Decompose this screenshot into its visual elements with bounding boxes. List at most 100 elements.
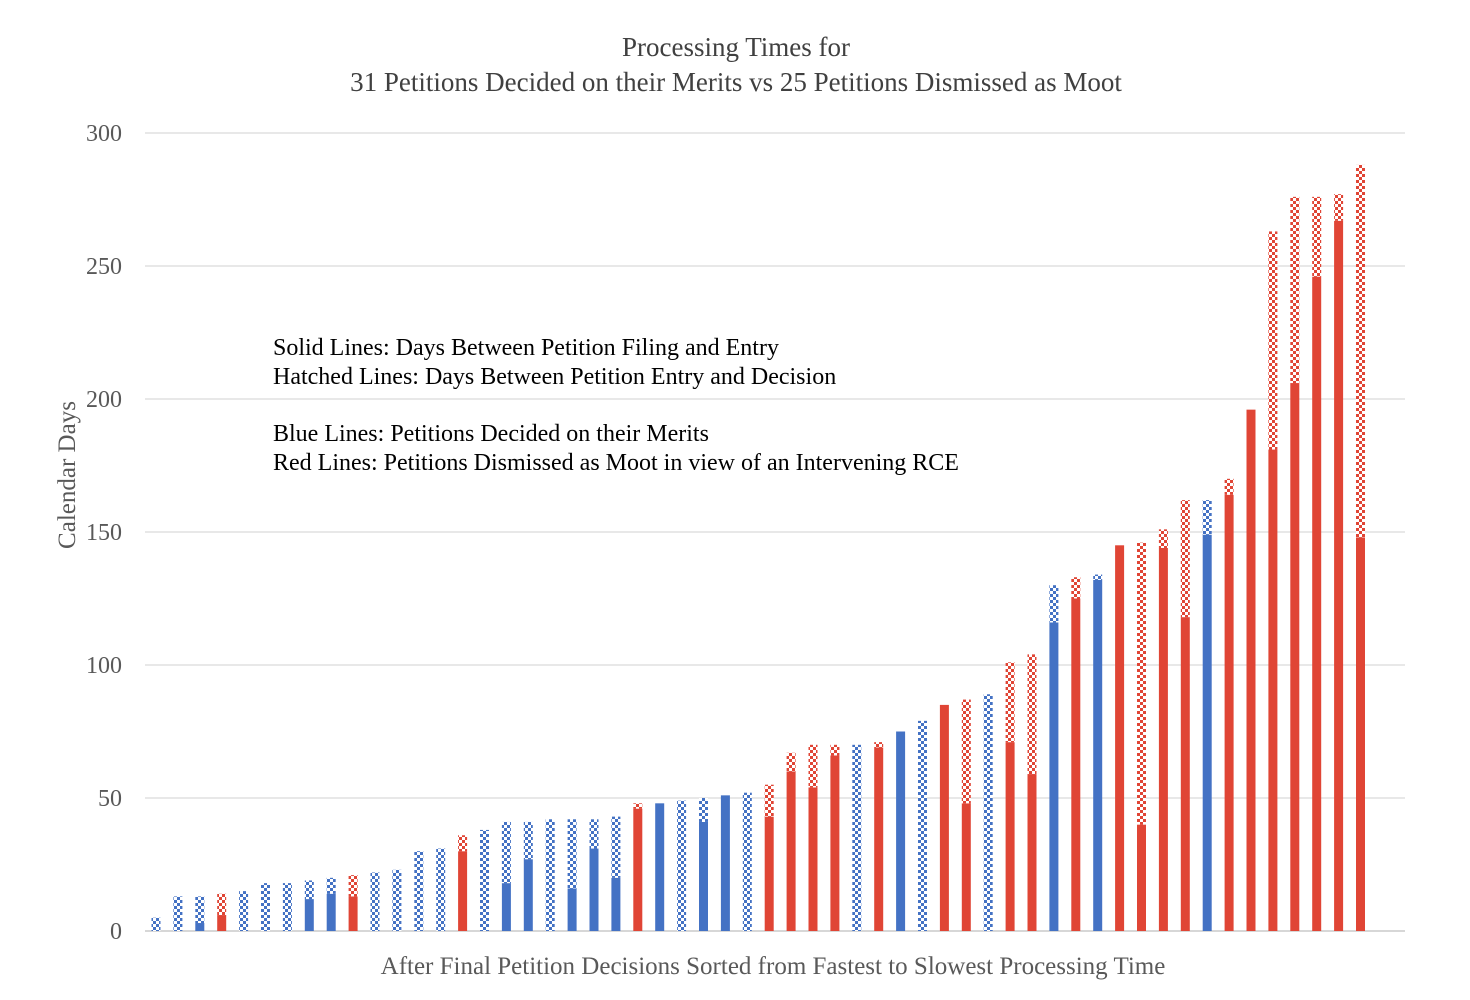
bar-segment-entry-to-decision bbox=[217, 893, 227, 916]
bar-segment-filing-to-entry bbox=[655, 803, 665, 931]
bar-segment-entry-to-decision bbox=[1202, 500, 1212, 535]
bar-merits bbox=[611, 816, 621, 931]
bar-segment-entry-to-decision bbox=[786, 752, 796, 772]
bar-segment-entry-to-decision bbox=[1093, 574, 1103, 580]
bar-segment-entry-to-decision bbox=[1005, 662, 1015, 743]
bar-segment-entry-to-decision bbox=[1071, 577, 1081, 599]
bar-merits bbox=[370, 872, 380, 931]
bar-moot bbox=[1071, 577, 1081, 931]
chart-title: Processing Times for bbox=[622, 32, 850, 62]
bar-moot bbox=[1334, 194, 1344, 931]
bar-moot bbox=[808, 744, 818, 931]
bar-moot bbox=[786, 752, 796, 931]
bar-segment-filing-to-entry bbox=[1115, 545, 1125, 931]
bar-moot bbox=[633, 803, 643, 931]
bar-segment-entry-to-decision bbox=[1180, 500, 1190, 618]
bar-merits bbox=[501, 821, 511, 931]
bar-moot bbox=[1246, 409, 1256, 931]
x-axis-label: After Final Petition Decisions Sorted fr… bbox=[381, 953, 1166, 980]
bar-merits bbox=[326, 877, 336, 931]
bar-segment-filing-to-entry bbox=[304, 899, 314, 931]
bar-segment-entry-to-decision bbox=[523, 821, 533, 860]
bar-moot bbox=[939, 704, 949, 931]
bar-segment-filing-to-entry bbox=[1334, 220, 1344, 931]
bar-merits bbox=[304, 880, 314, 931]
bar-segment-entry-to-decision bbox=[1290, 196, 1300, 384]
y-tick-label: 200 bbox=[86, 387, 122, 413]
bar-segment-entry-to-decision bbox=[480, 829, 489, 931]
bar-merits bbox=[589, 819, 599, 931]
bar-merits bbox=[195, 896, 205, 931]
bar-segment-filing-to-entry bbox=[1246, 409, 1256, 931]
bar-merits bbox=[896, 731, 906, 931]
bar-merits bbox=[918, 720, 927, 931]
bar-merits bbox=[239, 891, 249, 931]
bar-merits bbox=[414, 851, 424, 931]
bar-moot bbox=[1115, 545, 1125, 931]
bar-segment-entry-to-decision bbox=[808, 744, 818, 788]
bar-segment-entry-to-decision bbox=[173, 896, 183, 931]
bar-segment-filing-to-entry bbox=[720, 795, 730, 931]
bar-segment-entry-to-decision bbox=[195, 896, 205, 924]
bar-segment-entry-to-decision bbox=[1224, 478, 1234, 495]
bar-segment-entry-to-decision bbox=[370, 872, 380, 931]
bar-segment-entry-to-decision bbox=[677, 800, 687, 931]
bar-segment-filing-to-entry bbox=[786, 771, 796, 931]
bar-segment-filing-to-entry bbox=[217, 915, 227, 931]
bar-moot bbox=[458, 835, 468, 931]
bar-segment-entry-to-decision bbox=[589, 819, 599, 849]
bar-segment-entry-to-decision bbox=[304, 880, 314, 900]
bar-segment-entry-to-decision bbox=[436, 848, 446, 931]
bar-segment-entry-to-decision bbox=[918, 720, 927, 931]
bar-segment-entry-to-decision bbox=[633, 803, 643, 809]
bar-moot bbox=[1356, 164, 1365, 931]
bar-segment-filing-to-entry bbox=[699, 821, 708, 931]
bar-merits bbox=[677, 800, 687, 931]
bar-moot bbox=[1158, 529, 1168, 931]
bar-segment-entry-to-decision bbox=[1268, 231, 1278, 450]
bar-merits bbox=[852, 744, 862, 931]
bar-moot bbox=[1224, 478, 1234, 931]
bar-merits bbox=[742, 792, 752, 931]
bar-merits bbox=[523, 821, 533, 931]
bar-moot bbox=[1312, 196, 1322, 931]
gridlines bbox=[145, 132, 1405, 932]
bar-merits bbox=[655, 803, 665, 931]
bar-segment-filing-to-entry bbox=[1224, 494, 1234, 931]
bar-segment-filing-to-entry bbox=[874, 747, 884, 931]
bar-segment-entry-to-decision bbox=[151, 917, 161, 931]
bar-merits bbox=[480, 829, 489, 931]
bar-segment-entry-to-decision bbox=[983, 694, 993, 931]
bar-merits bbox=[173, 896, 183, 931]
bar-moot bbox=[1180, 500, 1190, 931]
bar-merits bbox=[699, 798, 708, 931]
bar-segment-entry-to-decision bbox=[852, 744, 862, 931]
bar-segment-entry-to-decision bbox=[458, 835, 468, 852]
y-tick-label: 300 bbox=[86, 121, 122, 147]
bar-segment-entry-to-decision bbox=[611, 816, 621, 878]
note-blue-lines: Blue Lines: Petitions Decided on their M… bbox=[273, 421, 709, 447]
bar-merits bbox=[282, 883, 292, 931]
bar-segment-filing-to-entry bbox=[1290, 383, 1300, 931]
bar-segment-filing-to-entry bbox=[589, 848, 599, 931]
bar-segment-entry-to-decision bbox=[261, 883, 270, 931]
bar-moot bbox=[961, 699, 971, 931]
bar-segment-filing-to-entry bbox=[523, 859, 533, 931]
bar-segment-filing-to-entry bbox=[1356, 537, 1365, 931]
bars bbox=[151, 164, 1365, 931]
bar-moot bbox=[1005, 662, 1015, 931]
bar-moot bbox=[1290, 196, 1300, 931]
bar-segment-filing-to-entry bbox=[1268, 449, 1278, 931]
bar-merits bbox=[720, 795, 730, 931]
bar-segment-entry-to-decision bbox=[545, 819, 555, 931]
bar-segment-filing-to-entry bbox=[458, 851, 468, 931]
bar-segment-entry-to-decision bbox=[567, 819, 577, 889]
bar-merits bbox=[983, 694, 993, 931]
y-tick-label: 0 bbox=[110, 919, 122, 945]
bar-segment-filing-to-entry bbox=[961, 803, 971, 931]
bar-segment-entry-to-decision bbox=[239, 891, 249, 931]
note-solid-lines: Solid Lines: Days Between Petition Filin… bbox=[273, 335, 779, 361]
bar-segment-entry-to-decision bbox=[392, 869, 402, 931]
bar-segment-entry-to-decision bbox=[348, 875, 358, 897]
